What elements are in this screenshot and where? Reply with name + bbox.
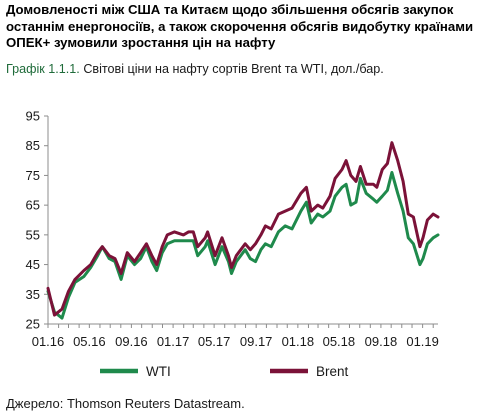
- y-tick-label: 65: [26, 198, 40, 213]
- legend: WTI Brent: [100, 364, 349, 379]
- x-tick-label: 01.16: [32, 334, 65, 349]
- series-layer: [46, 141, 440, 320]
- x-tick-label: 05.17: [198, 334, 231, 349]
- x-tick-label: 01.18: [282, 334, 315, 349]
- caption-number: Графік 1.1.1.: [6, 62, 80, 76]
- x-tick-label: 01.19: [406, 334, 439, 349]
- caption-text: Світові ціни на нафту сортів Brent та WT…: [83, 62, 384, 76]
- oil-price-chart: 25 35 45 55 65 75 85 95 01.16 05.16 09.16 01.17 05.…: [26, 109, 440, 379]
- series-line-brent: [46, 141, 440, 317]
- y-tick-label: 95: [26, 109, 40, 124]
- x-axis: 01.16 05.16 09.16 01.17 05.17 09.17 01.18 05.18…: [32, 323, 439, 349]
- y-tick-label: 85: [26, 138, 40, 153]
- x-tick-label: 09.17: [240, 334, 273, 349]
- legend-label-wti: WTI: [146, 364, 171, 379]
- y-tick-label: 35: [26, 287, 40, 302]
- y-axis: 25 35 45 55 65 75 85 95: [26, 109, 49, 332]
- x-tick-label: 05.18: [323, 334, 356, 349]
- y-tick-label: 45: [26, 257, 40, 272]
- x-tick-label: 09.16: [115, 334, 148, 349]
- legend-label-brent: Brent: [316, 364, 349, 379]
- x-tick-label: 09.18: [365, 334, 398, 349]
- chart-caption: Графік 1.1.1. Світові ціни на нафту сорт…: [6, 62, 490, 76]
- headline: Домовленості між США та Китаєм щодо збіл…: [6, 2, 474, 51]
- y-tick-label: 25: [26, 317, 40, 332]
- y-tick-label: 55: [26, 227, 40, 242]
- y-tick-label: 75: [26, 168, 40, 183]
- series-line-wti: [46, 171, 440, 320]
- source-note: Джерело: Thomson Reuters Datastream.: [6, 396, 245, 411]
- x-tick-label: 01.17: [157, 334, 190, 349]
- x-tick-label: 05.16: [73, 334, 106, 349]
